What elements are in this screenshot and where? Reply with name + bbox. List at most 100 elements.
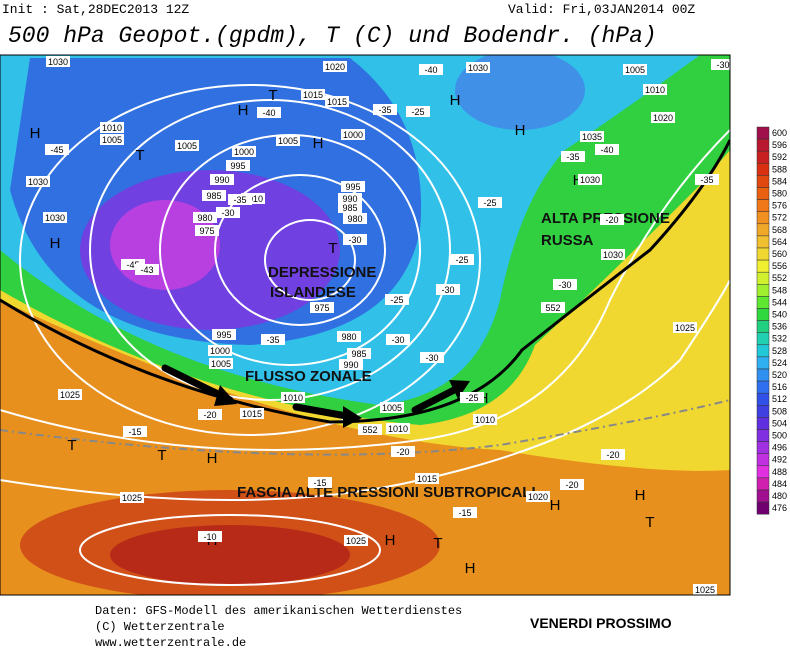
isobar-label-box	[120, 492, 144, 503]
temperature-label-box	[45, 144, 69, 155]
temperature-label-text: -30	[716, 60, 729, 70]
isobar-label-box	[526, 491, 550, 502]
isobar-label-box	[202, 190, 226, 201]
isobar-label-text: 985	[351, 349, 366, 359]
temperature-label: -20	[600, 214, 624, 225]
legend-swatch	[756, 284, 770, 297]
isobar-label-box	[339, 359, 363, 370]
temperature-label-box	[453, 507, 477, 518]
legend-swatch	[756, 296, 770, 309]
isobar-label: 985	[347, 348, 371, 359]
isobar-label: 995	[226, 160, 250, 171]
temperature-label-box	[561, 151, 585, 162]
legend-swatch	[756, 247, 770, 261]
isobar-label-box	[344, 535, 368, 546]
temperature-label-text: -30	[425, 353, 438, 363]
legend-label: 492	[772, 455, 787, 465]
isobar-label: 1020	[651, 112, 675, 123]
isobar-label: 1010	[473, 414, 497, 425]
temperature-label-text: -20	[565, 480, 578, 490]
legend-swatch	[756, 489, 770, 503]
isobar-label-text: 1005	[382, 403, 402, 413]
isobar-label-text: 990	[342, 194, 357, 204]
isobar-label: 1015	[301, 89, 325, 100]
temperature-label: -35	[228, 194, 252, 205]
legend-label: 512	[772, 394, 787, 404]
legend-label: 568	[772, 225, 787, 235]
temperature-label-box	[386, 334, 410, 345]
isobar-label: 1025	[673, 322, 697, 333]
isobar-label-text: 1010	[283, 393, 303, 403]
isobar-label-box	[209, 358, 233, 369]
isobar-label: 1015	[240, 408, 264, 419]
isobar-label: 990	[339, 359, 363, 370]
temperature-label-text: -35	[266, 335, 279, 345]
temperature-label-text: -20	[203, 410, 216, 420]
temperature-label-box	[419, 64, 443, 75]
temperature-label-box	[553, 279, 577, 290]
isobar-label: 1035	[580, 131, 604, 142]
isobar-label-box	[310, 302, 334, 313]
legend: 600 596 592 588 584 580 576 572 568 564 560 556 552 5…	[756, 126, 787, 515]
temperature-label-box	[216, 207, 240, 218]
isobar-label: 1005	[276, 135, 300, 146]
temperature-label-text: -40	[262, 108, 275, 118]
temperature-label: -35	[561, 151, 585, 162]
legend-swatch	[756, 259, 770, 273]
temperature-label-text: -35	[233, 195, 246, 205]
isobar-label: 1025	[693, 584, 717, 595]
temperature-label-box	[385, 294, 409, 305]
isobar-label: 1010	[281, 392, 305, 403]
legend-label: 532	[772, 334, 787, 344]
isobar-label: 1030	[601, 249, 625, 260]
temperature-label: -40	[595, 144, 619, 155]
legend-swatch	[756, 175, 770, 188]
temperature-label: -35	[261, 334, 285, 345]
isobar-label: 1010	[100, 122, 124, 133]
isobar-label: 1030	[26, 176, 50, 187]
isobar-label-box	[241, 193, 265, 204]
pressure-center: H	[238, 102, 249, 119]
legend-swatch	[756, 392, 770, 406]
legend-label: 540	[772, 310, 787, 320]
isobar-label-box	[338, 202, 362, 213]
isobar-label-box	[415, 473, 439, 484]
isobar-label-box	[338, 193, 362, 204]
isobar-label: 1005	[209, 358, 233, 369]
temperature-label: -25	[460, 392, 484, 403]
temperature-label-box	[541, 302, 565, 313]
isobar-label-text: 1020	[653, 113, 673, 123]
isobar-label: 1020	[526, 491, 550, 502]
isobar-label-text: 1010	[388, 424, 408, 434]
isobar-label-text: 995	[216, 330, 231, 340]
temperature-label-text: -45	[126, 260, 139, 270]
pressure-center: T	[433, 535, 442, 552]
temperature-label-text: 552	[545, 303, 560, 313]
legend-label: 496	[772, 443, 787, 453]
legend-swatch	[756, 126, 770, 140]
isobar-label: 1000	[232, 146, 256, 157]
credit: Daten: GFS-Modell des amerikanischen Wet…	[95, 604, 462, 618]
temperature-label: -35	[373, 104, 397, 115]
temperature-label-box	[460, 392, 484, 403]
legend-label: 552	[772, 273, 787, 283]
isobar-label-text: 1005	[625, 65, 645, 75]
pressure-center: H	[465, 560, 476, 577]
temperature-label-text: -40	[424, 65, 437, 75]
isobar-label-text: 1015	[327, 97, 347, 107]
legend-swatch	[756, 477, 770, 491]
isobar-label-box	[226, 160, 250, 171]
temperature-label-text: -40	[600, 145, 613, 155]
temperature-label-text: -35	[700, 175, 713, 185]
isobar-label-text: 1030	[48, 57, 68, 67]
pressure-center: H	[550, 497, 561, 514]
isobar-label-text: 980	[341, 332, 356, 342]
legend-label: 600	[772, 128, 787, 138]
isobar-label-text: 975	[199, 226, 214, 236]
legend-swatch	[756, 368, 770, 382]
isobar-label-text: 1000	[234, 147, 254, 157]
temperature-label: 552	[541, 302, 565, 313]
temperature-label-box	[436, 284, 460, 295]
temperature-label: -30	[711, 59, 730, 70]
legend-label: 588	[772, 164, 787, 174]
